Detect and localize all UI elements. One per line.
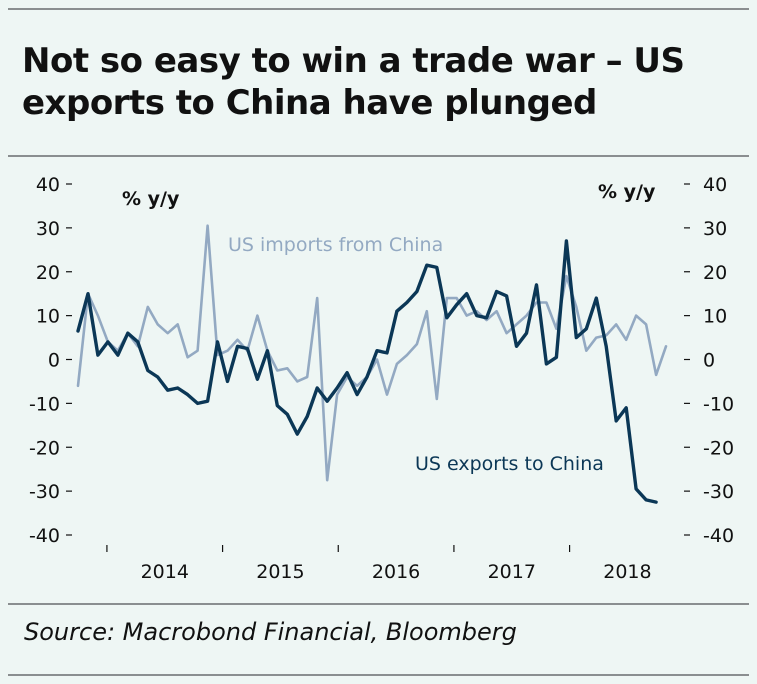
left-y-tick-label: 30 (36, 218, 60, 240)
x-axis: 2014 2015 2016 2017 2018 (106, 545, 652, 583)
imports-series-line (76, 224, 668, 482)
title-rule (8, 155, 749, 157)
right-y-tick-label: 20 (703, 262, 727, 284)
left-y-tick-label: 10 (36, 306, 60, 328)
right-y-axis-unit-label: % y/y (598, 181, 656, 203)
right-y-tick-label: -10 (703, 393, 734, 415)
right-y-axis: 40 30 20 10 0 -10 -20 -30 -40 (684, 174, 734, 547)
x-tick-label: 2016 (372, 561, 420, 583)
right-y-tick-label: 30 (703, 218, 727, 240)
exports-series-label: US exports to China (415, 453, 604, 475)
top-rule (8, 8, 749, 10)
chart-title: Not so easy to win a trade war – US expo… (22, 41, 685, 123)
right-y-tick-label: -20 (703, 437, 734, 459)
x-tick-label: 2014 (141, 561, 189, 583)
x-tick-label: 2018 (603, 561, 651, 583)
x-tick-label: 2015 (256, 561, 304, 583)
left-y-tick-label: -10 (29, 393, 60, 415)
left-y-axis: 40 30 20 10 0 -10 -20 -30 -40 (29, 174, 72, 547)
x-tick-label: 2017 (488, 561, 536, 583)
series-layer (76, 224, 668, 504)
right-y-tick-label: 0 (703, 350, 715, 372)
left-y-tick-label: -20 (29, 437, 60, 459)
left-y-tick-label: 20 (36, 262, 60, 284)
left-y-tick-label: 0 (48, 350, 60, 372)
left-y-tick-label: -30 (29, 481, 60, 503)
left-y-axis-unit-label: % y/y (122, 188, 180, 210)
bottom-rule (8, 674, 749, 676)
source-rule (8, 603, 749, 605)
left-y-tick-label: -40 (29, 525, 60, 547)
right-y-tick-label: 10 (703, 306, 727, 328)
source-note: Source: Macrobond Financial, Bloomberg (24, 618, 517, 646)
right-y-tick-label: 40 (703, 174, 727, 196)
right-y-tick-label: -30 (703, 481, 734, 503)
exports-series-line (76, 239, 658, 504)
imports-series-label: US imports from China (228, 234, 443, 256)
right-y-tick-label: -40 (703, 525, 734, 547)
left-y-tick-label: 40 (36, 174, 60, 196)
